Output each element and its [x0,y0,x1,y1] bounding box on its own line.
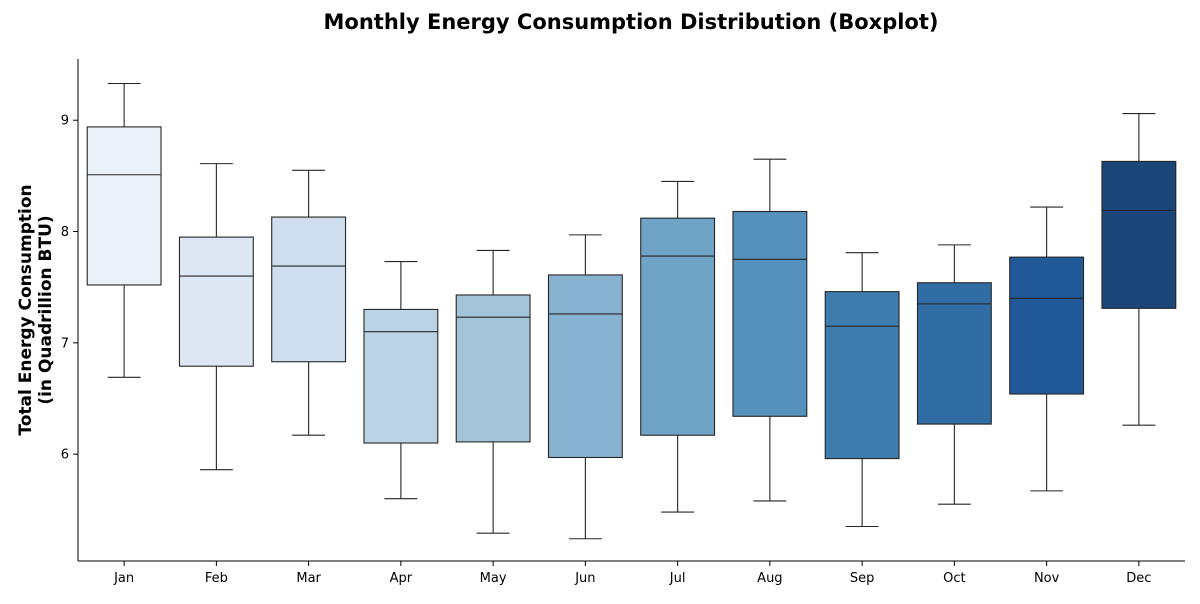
box-may [455,294,531,443]
y-tick-label: 8 [61,225,69,240]
x-tick-label: Apr [390,571,413,586]
x-tick-label: Oct [943,571,965,586]
y-axis-label: Total Energy Consumption (in Quadrillion… [16,184,56,435]
x-tick-label: May [480,571,507,586]
y-axis-label-line-2: (in Quadrillion BTU) [36,215,56,405]
x-tick-label: Nov [1034,571,1060,586]
x-tick-label: Jun [574,571,595,586]
box-oct [916,282,992,425]
box-feb [178,236,254,367]
box-dec [1101,160,1177,309]
x-tick-label: Dec [1126,571,1151,586]
box-jan [86,126,162,286]
x-tick-label: Sep [850,571,875,586]
x-tick-label: Jul [669,571,686,586]
box-jun [547,274,623,459]
x-tick-label: Aug [757,571,782,586]
box-sep [824,291,900,460]
x-tick-label: Mar [296,571,321,586]
box-jul [640,217,716,436]
box-nov [1009,256,1085,395]
y-axis-label-line-1: Total Energy Consumption [16,184,36,436]
y-tick-label: 7 [61,336,69,351]
x-tick-label: Jan [113,571,134,586]
box-mar [271,216,347,363]
y-tick-label: 6 [61,448,69,463]
box-apr [363,308,439,444]
y-tick-label: 9 [61,114,69,129]
chart-title: Monthly Energy Consumption Distribution … [323,10,939,34]
box-aug [732,210,808,417]
x-tick-label: Feb [205,571,228,586]
